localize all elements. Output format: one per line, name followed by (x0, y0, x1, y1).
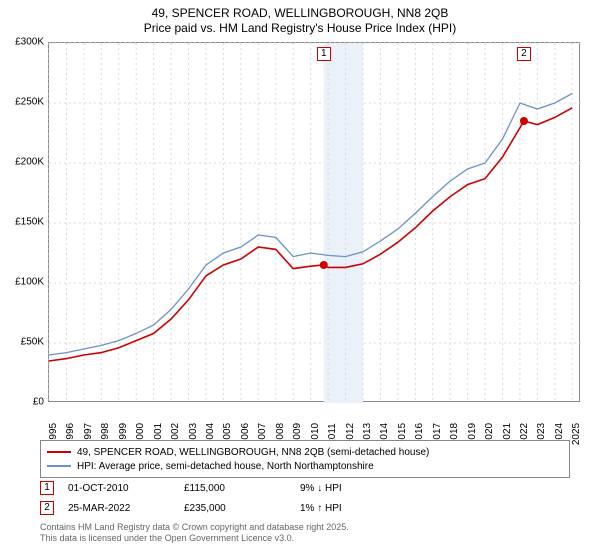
events-table: 1 01-OCT-2010 £115,000 9% ↓ HPI 2 25-MAR-2022… (40, 478, 390, 518)
x-axis-labels: 1995199619971998199920002001200220032004… (48, 404, 580, 438)
legend-item: 49, SPENCER ROAD, WELLINGBOROUGH, NN8 2Q… (47, 445, 563, 459)
chart-title: 49, SPENCER ROAD, WELLINGBOROUGH, NN8 2Q… (0, 0, 600, 36)
callout-marker: 1 (317, 47, 331, 61)
footer-line-1: Contains HM Land Registry data © Crown c… (40, 522, 349, 533)
y-tick-label: £0 (33, 397, 44, 408)
y-axis-labels: £0£50K£100K£150K£200K£250K£300K (0, 42, 46, 402)
x-tick-label: 2025 (571, 423, 582, 445)
plot-area: 12 (48, 42, 580, 402)
footer-line-2: This data is licensed under the Open Gov… (40, 533, 349, 544)
plot-svg (49, 43, 581, 403)
event-marker: 1 (40, 481, 54, 495)
y-tick-label: £150K (15, 217, 44, 228)
title-line-1: 49, SPENCER ROAD, WELLINGBOROUGH, NN8 2Q… (0, 6, 600, 21)
event-delta: 1% ↑ HPI (300, 503, 390, 514)
legend-swatch (47, 451, 71, 453)
chart-container: 49, SPENCER ROAD, WELLINGBOROUGH, NN8 2Q… (0, 0, 600, 560)
title-line-2: Price paid vs. HM Land Registry's House … (0, 21, 600, 36)
footer: Contains HM Land Registry data © Crown c… (40, 522, 349, 544)
y-tick-label: £200K (15, 157, 44, 168)
event-date: 25-MAR-2022 (68, 503, 178, 514)
event-row: 1 01-OCT-2010 £115,000 9% ↓ HPI (40, 478, 390, 498)
event-price: £235,000 (184, 503, 294, 514)
legend-label: 49, SPENCER ROAD, WELLINGBOROUGH, NN8 2Q… (77, 447, 429, 458)
event-date: 01-OCT-2010 (68, 483, 178, 494)
legend: 49, SPENCER ROAD, WELLINGBOROUGH, NN8 2Q… (40, 440, 570, 478)
y-tick-label: £100K (15, 277, 44, 288)
callout-marker: 2 (517, 47, 531, 61)
legend-swatch (47, 465, 71, 467)
y-tick-label: £50K (21, 337, 44, 348)
y-tick-label: £250K (15, 97, 44, 108)
event-row: 2 25-MAR-2022 £235,000 1% ↑ HPI (40, 498, 390, 518)
event-delta: 9% ↓ HPI (300, 483, 390, 494)
y-tick-label: £300K (15, 37, 44, 48)
legend-item: HPI: Average price, semi-detached house,… (47, 459, 563, 473)
event-marker: 2 (40, 501, 54, 515)
legend-label: HPI: Average price, semi-detached house,… (77, 461, 374, 472)
event-price: £115,000 (184, 483, 294, 494)
